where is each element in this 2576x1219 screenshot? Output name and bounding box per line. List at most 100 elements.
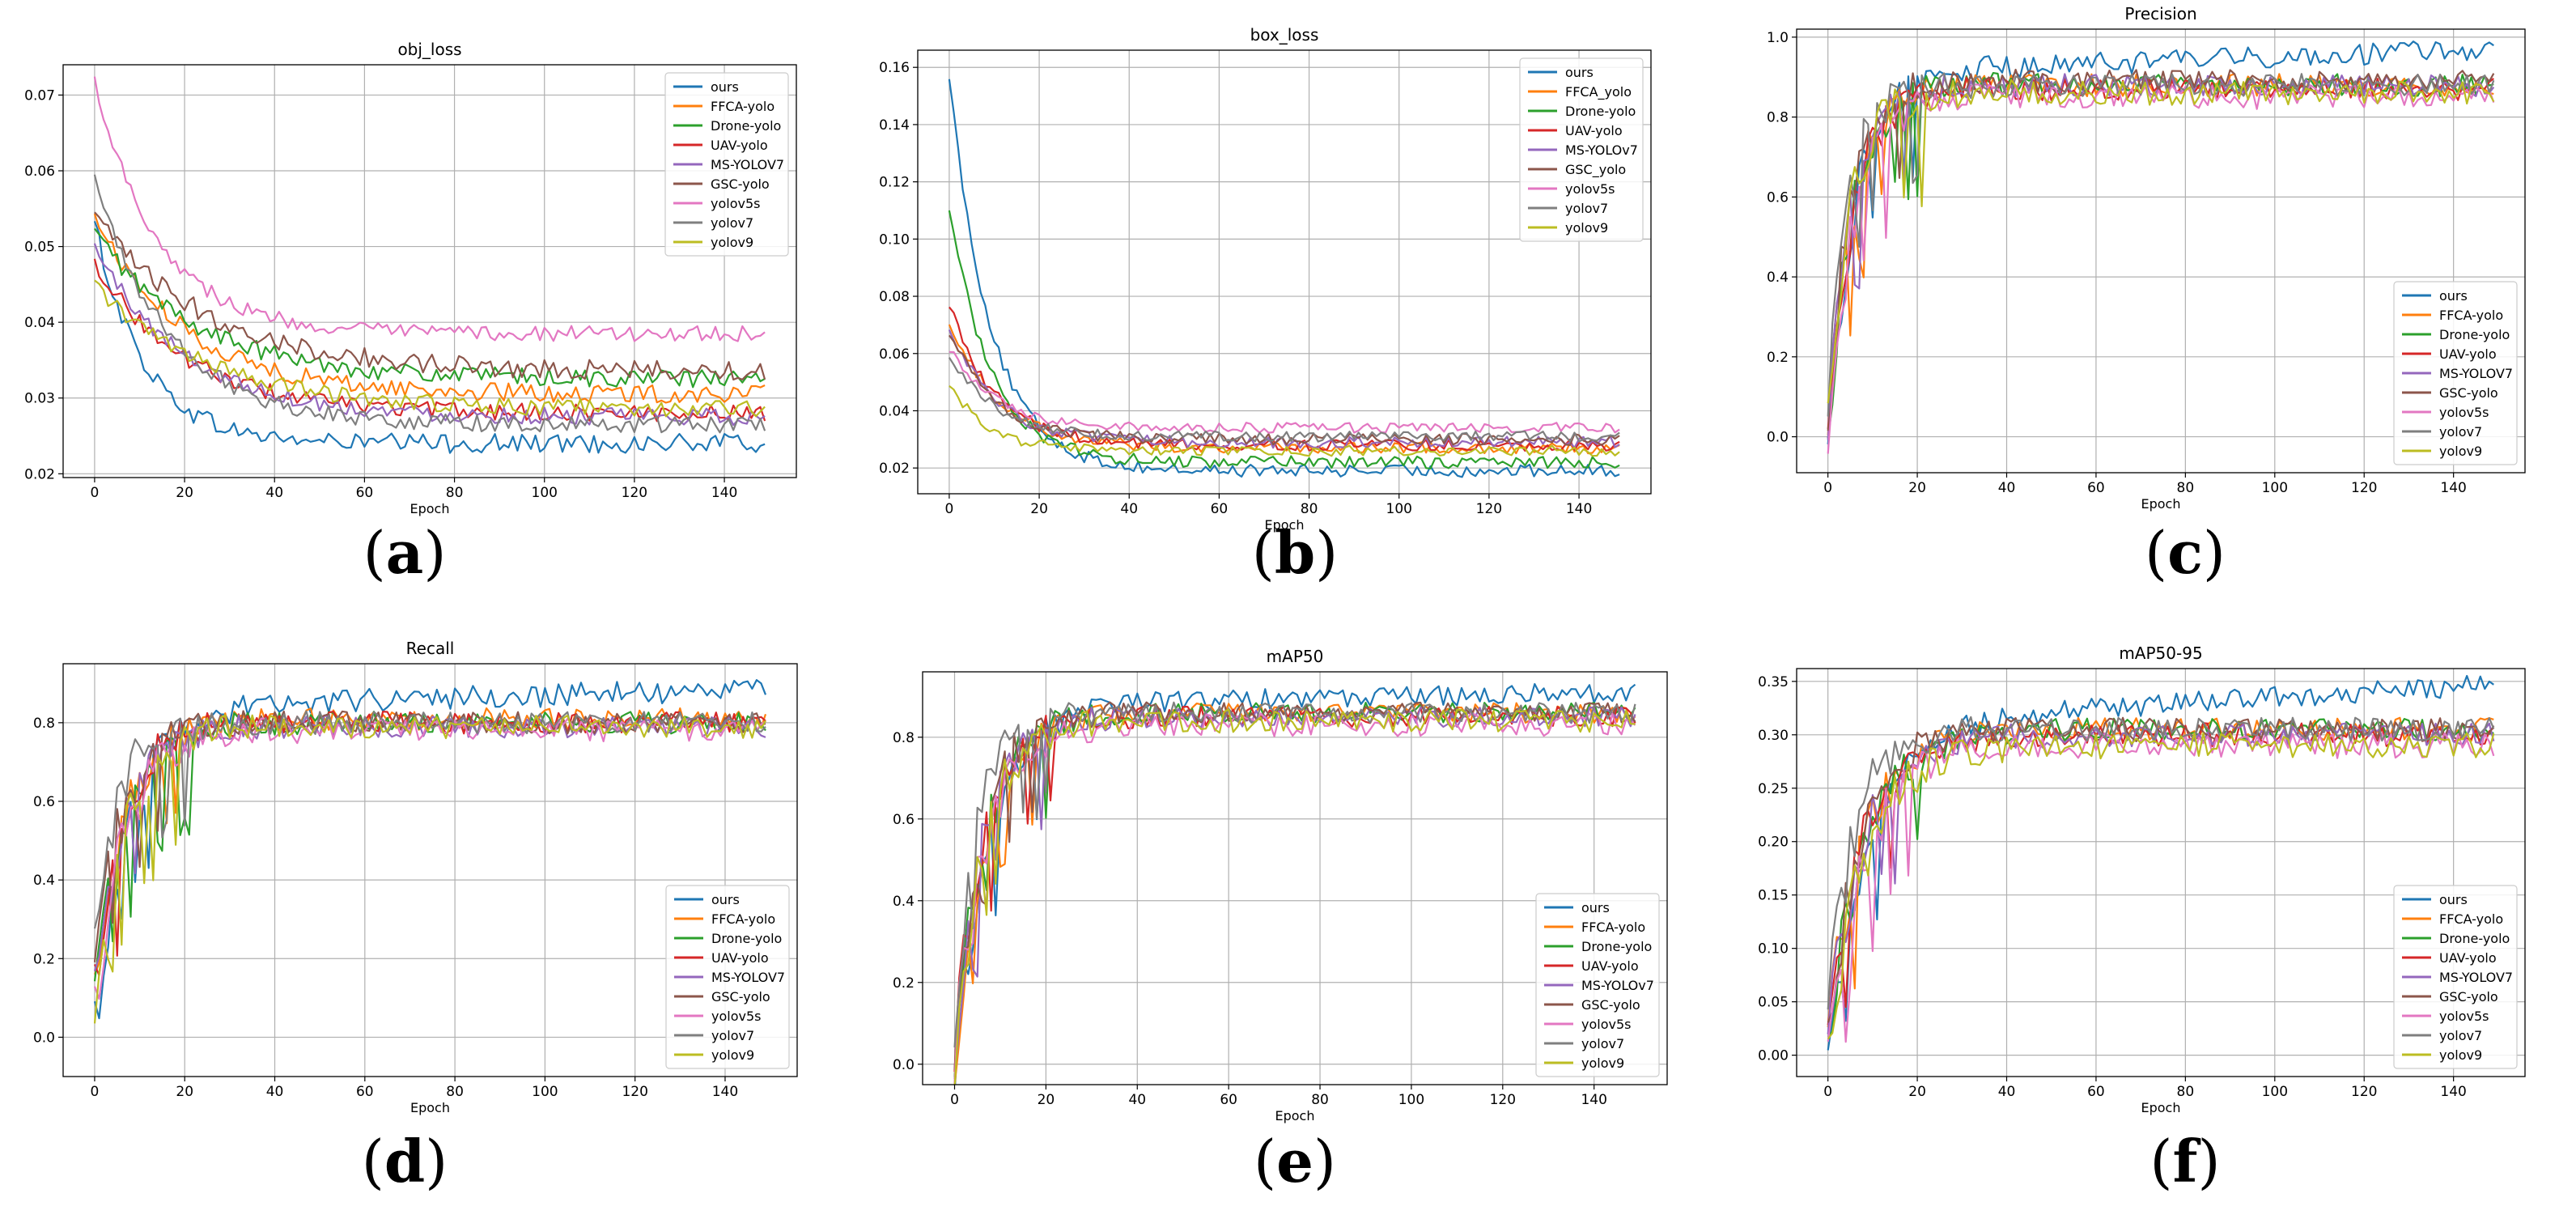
legend-label: ours bbox=[1565, 65, 1594, 80]
chart-panel-f: 0 20 40 60 80 100 120 140 0.00 0.05 0.10 0.15 0.20 0.… bbox=[1758, 643, 2526, 1196]
x-tick-label: 40 bbox=[1120, 501, 1138, 517]
series-line-ms-yolov7 bbox=[93, 714, 766, 972]
x-tick-label: 80 bbox=[1311, 1092, 1329, 1108]
legend: ours FFCA_yolo Drone-yolo UAV-yolo MS-YOLOv7… bbox=[1519, 57, 1644, 242]
x-tick-label: 120 bbox=[622, 1084, 647, 1100]
series-line-ffca-yolo bbox=[93, 707, 767, 975]
y-tick-label: 0.4 bbox=[893, 894, 915, 910]
legend-label: yolov7 bbox=[1565, 201, 1608, 216]
x-tick-label: 80 bbox=[2177, 480, 2195, 496]
y-tick-label: 0.14 bbox=[879, 117, 910, 134]
x-axis-label: Epoch bbox=[2141, 1100, 2181, 1115]
x-tick-label: 20 bbox=[1030, 501, 1048, 517]
legend: ours FFCA-yolo Drone-yolo UAV-yolo MS-YOLOV7… bbox=[665, 885, 790, 1069]
y-tick-label: 0.4 bbox=[1767, 270, 1789, 286]
series-line-yolov5s bbox=[1827, 83, 2495, 454]
series-line-gsc-yolo bbox=[93, 710, 766, 962]
x-tick-label: 0 bbox=[90, 485, 99, 501]
legend-label: yolov5s bbox=[1581, 1017, 1631, 1032]
series-line-uav-yolo bbox=[1827, 76, 2494, 430]
legend-label: Drone-yolo bbox=[1565, 104, 1636, 119]
series-line-yolov7 bbox=[1827, 72, 2495, 417]
series-line-ours bbox=[948, 79, 1620, 478]
series-line-yolov9 bbox=[94, 279, 766, 418]
chart-title: obj_loss bbox=[397, 40, 461, 59]
series-line-yolov9 bbox=[1827, 79, 2495, 404]
legend-label: Drone-yolo bbox=[2439, 327, 2510, 342]
x-tick-label: 120 bbox=[2351, 1084, 2377, 1100]
x-tick-label: 20 bbox=[176, 485, 193, 501]
y-tick-label: 0.05 bbox=[24, 240, 55, 256]
y-tick-label: 0.8 bbox=[1767, 110, 1789, 126]
x-tick-label: 60 bbox=[2087, 480, 2105, 496]
legend-label: yolov7 bbox=[1581, 1036, 1624, 1051]
legend-label: GSC-yolo bbox=[711, 989, 770, 1005]
legend-box bbox=[665, 885, 790, 1069]
legend-label: Drone-yolo bbox=[1581, 939, 1652, 954]
series-line-yolov9 bbox=[93, 714, 766, 1024]
legend: ours FFCA-yolo Drone-yolo UAV-yolo MS-YOLOv7… bbox=[1535, 893, 1660, 1077]
plot-frame bbox=[1796, 28, 2526, 474]
y-tick-label: 0.04 bbox=[24, 315, 55, 331]
legend-label: UAV-yolo bbox=[2439, 346, 2497, 362]
x-tick-label: 40 bbox=[266, 1084, 284, 1100]
chart-panel-d: 0 20 40 60 80 100 120 140 0.0 0.2 0.4 0.6 0.8 Recall E… bbox=[33, 639, 798, 1196]
legend-label: ours bbox=[711, 892, 740, 907]
y-tick-label: 0.00 bbox=[1758, 1048, 1789, 1064]
chart-title: Recall bbox=[406, 639, 455, 658]
legend-label: UAV-yolo bbox=[1565, 123, 1623, 138]
legend-box bbox=[2393, 281, 2518, 465]
y-tick-label: 0.03 bbox=[24, 391, 55, 407]
series-line-ffca-yolo bbox=[953, 702, 1636, 1085]
x-tick-label: 0 bbox=[944, 501, 953, 517]
legend-label: GSC_yolo bbox=[1565, 162, 1626, 178]
x-tick-label: 60 bbox=[1220, 1092, 1237, 1108]
y-tick-label: 0.6 bbox=[893, 812, 915, 828]
y-tick-label: 0.02 bbox=[24, 466, 55, 482]
y-tick-label: 0.2 bbox=[33, 951, 55, 967]
series-line-yolov5s bbox=[93, 76, 766, 342]
y-tick-label: 0.35 bbox=[1758, 674, 1789, 690]
legend-label: FFCA_yolo bbox=[1565, 84, 1632, 100]
x-tick-label: 0 bbox=[91, 1084, 100, 1100]
series-line-yolov7 bbox=[1827, 716, 2495, 1010]
series-line-yolov9 bbox=[948, 384, 1620, 457]
x-tick-label: 40 bbox=[1128, 1092, 1146, 1108]
series-line-yolov7 bbox=[93, 174, 766, 434]
legend-label: ours bbox=[711, 79, 739, 95]
panel-label: (c) bbox=[2145, 518, 2226, 587]
legend-label: MS-YOLOV7 bbox=[2439, 366, 2513, 381]
x-tick-label: 80 bbox=[2177, 1084, 2195, 1100]
x-axis-label: Epoch bbox=[410, 501, 450, 516]
legend-box bbox=[1535, 893, 1660, 1077]
legend-label: FFCA-yolo bbox=[1581, 920, 1645, 935]
series-line-uav-yolo bbox=[953, 705, 1636, 1072]
legend-box bbox=[2393, 885, 2518, 1069]
legend-label: yolov7 bbox=[2439, 424, 2482, 440]
chart-panel-c: 0 20 40 60 80 100 120 140 0.0 0.2 0.4 0.6 0.8 1.0 Prec… bbox=[1767, 4, 2526, 587]
legend-label: ours bbox=[2439, 892, 2468, 907]
series-line-drone-yolo bbox=[94, 227, 766, 389]
legend-label: yolov9 bbox=[2439, 444, 2482, 459]
x-tick-label: 120 bbox=[1476, 501, 1502, 517]
legend-label: Drone-yolo bbox=[2439, 931, 2510, 946]
x-tick-label: 140 bbox=[2440, 480, 2466, 496]
y-tick-label: 0.2 bbox=[1767, 350, 1789, 366]
y-tick-label: 0.20 bbox=[1758, 835, 1789, 851]
y-tick-label: 0.6 bbox=[1767, 189, 1789, 206]
y-tick-label: 0.04 bbox=[879, 403, 910, 419]
x-tick-label: 60 bbox=[2087, 1084, 2105, 1100]
panel-label: (f) bbox=[2149, 1127, 2220, 1196]
y-tick-label: 0.12 bbox=[879, 175, 910, 191]
legend: ours FFCA-yolo Drone-yolo UAV-yolo MS-YOLOV7… bbox=[2393, 885, 2518, 1069]
y-tick-label: 0.07 bbox=[24, 87, 55, 104]
legend-label: MS-YOLOv7 bbox=[1565, 142, 1638, 158]
x-tick-label: 0 bbox=[1823, 480, 1832, 496]
x-tick-label: 40 bbox=[1998, 480, 2016, 496]
chart-title: box_loss bbox=[1250, 25, 1319, 45]
series-line-uav-yolo bbox=[93, 710, 766, 977]
legend-label: GSC-yolo bbox=[2439, 385, 2498, 401]
legend: ours FFCA-yolo Drone-yolo UAV-yolo MS-YOLOV7… bbox=[664, 72, 789, 257]
x-tick-label: 80 bbox=[1301, 501, 1318, 517]
